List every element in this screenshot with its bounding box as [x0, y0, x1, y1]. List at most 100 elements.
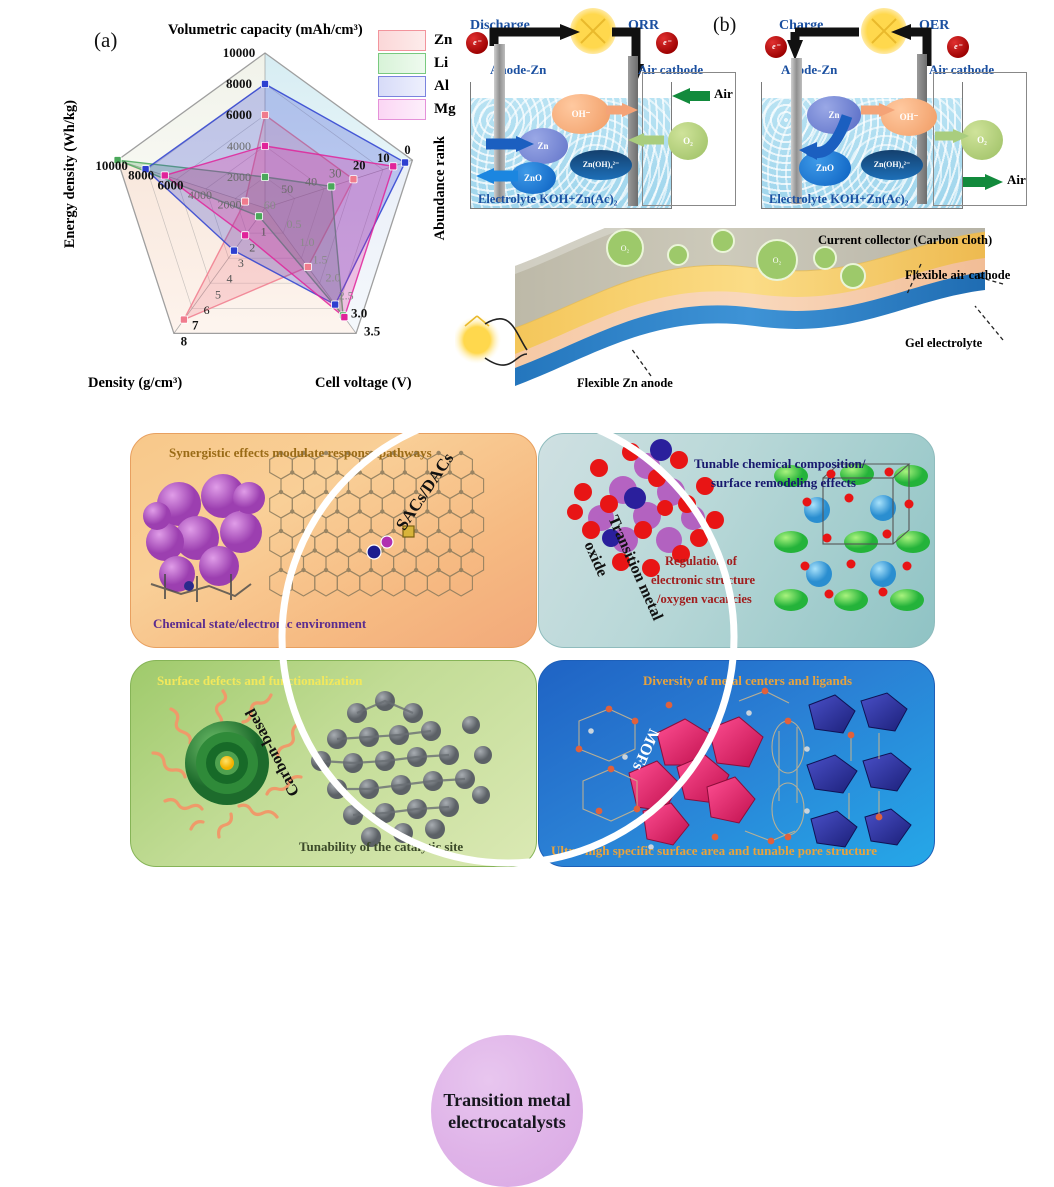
sacs-dacs-top-text: Synergistic effects modulate response pa… [169, 445, 432, 460]
charge-arrows [787, 24, 932, 66]
legend-label-mg: Mg [434, 101, 456, 117]
axis-title-density: Density (g/cm³) [88, 375, 183, 391]
species-zincate-bubble: Zn(OH)₄²⁻ [861, 150, 923, 180]
charge-inner-arrows [799, 103, 1003, 190]
svg-text:0: 0 [404, 143, 410, 157]
svg-text:8000: 8000 [128, 168, 154, 183]
svg-text:30: 30 [329, 167, 342, 181]
center-title: Transition metal electrocatalysts [443, 1089, 570, 1134]
svg-text:1.5: 1.5 [313, 253, 328, 267]
electron-icon-left: e⁻ [466, 32, 488, 54]
legend-item-mg: Mg [378, 99, 470, 120]
svg-text:2.5: 2.5 [339, 289, 354, 303]
svg-text:6000: 6000 [158, 177, 184, 192]
legend-label-zn: Zn [434, 32, 453, 48]
axis-title-cell-voltage: Cell voltage (V) [315, 375, 412, 391]
svg-text:20: 20 [353, 159, 366, 173]
sacs-dacs-bottom-text: Chemical state/electronic environment [153, 616, 367, 631]
quadrant-carbon-based: Surface defects and functionalization Tu… [130, 660, 537, 867]
svg-text:4000: 4000 [227, 139, 251, 153]
label-flexible-air-cathode: Flexible air cathode [905, 268, 1011, 282]
legend-label-li: Li [434, 55, 449, 71]
legend-item-li: Li [378, 53, 470, 74]
panel-a-radar-chart: (a) Volumetric capacity (mAh/cm³) Energy… [60, 8, 480, 408]
legend-item-al: Al [378, 76, 470, 97]
electrolyte-label: Electrolyte KOH+Zn(Ac)₂ [769, 192, 909, 206]
svg-text:5: 5 [215, 287, 221, 301]
species-oh-bubble: OH⁻ [881, 98, 937, 136]
svg-text:1.0: 1.0 [300, 235, 315, 249]
carbon-illustration [151, 689, 492, 847]
panel-a-tag: (a) [94, 28, 118, 52]
svg-text:3: 3 [238, 256, 244, 270]
carbon-top-text: Surface defects and functionalization [157, 673, 363, 688]
tmo-bottom-text-line3: /oxygen vacancies [657, 592, 752, 606]
svg-text:7: 7 [192, 318, 199, 333]
svg-text:0.5: 0.5 [287, 217, 302, 231]
svg-text:40: 40 [305, 174, 317, 188]
label-gel-electrolyte: Gel electrolyte [905, 336, 983, 350]
svg-text:4: 4 [226, 272, 232, 286]
legend-swatch-zn [378, 30, 426, 51]
tmo-bottom-text-line2: electronic structure [651, 573, 756, 587]
discharge-inner-arrows [476, 88, 710, 184]
svg-text:10000: 10000 [95, 158, 128, 173]
tmo-bottom-text-line1: Regulation of [665, 554, 737, 568]
cathode-rod [628, 56, 638, 206]
quadrant-transition-metal-oxide: Tunable chemical composition/ surface re… [538, 433, 935, 648]
legend-item-zn: Zn [378, 30, 470, 51]
cathode-label: Air cathode [929, 62, 995, 77]
svg-text:6000: 6000 [226, 107, 252, 122]
sun-icon-charge [861, 8, 907, 54]
electron-icon-right: e⁻ [656, 32, 678, 54]
svg-text:2: 2 [249, 240, 255, 254]
svg-text:8: 8 [181, 333, 188, 348]
svg-text:60: 60 [264, 198, 276, 212]
tmo-top-text-line2: surface remodeling effects [711, 475, 856, 490]
label-flexible-zn-anode: Flexible Zn anode [577, 376, 673, 390]
o2-text: O₂ [621, 244, 630, 253]
charge-cell-diagram: Charge OER e⁻ e⁻ Anode-Zn Air cathode [751, 8, 1031, 220]
svg-text:10: 10 [377, 151, 390, 165]
mofs-top-text: Diversity of metal centers and ligands [643, 673, 853, 688]
flexible-layers: O₂ O₂ [453, 170, 1004, 386]
discharge-cell-diagram: Discharge ORR e⁻ e⁻ Anode-Zn Air cathode… [460, 8, 740, 220]
radar-plot: 20004000600080001000050403020100600.51.0… [95, 45, 414, 348]
radar-legend: Zn Li Al Mg [378, 30, 470, 122]
legend-swatch-al [378, 76, 426, 97]
species-oh-bubble: OH⁻ [552, 94, 610, 134]
anode-rod [791, 58, 802, 204]
anode-rod [494, 44, 505, 202]
svg-text:3.5: 3.5 [364, 323, 381, 338]
electrolyte-label: Electrolyte KOH+Zn(Ac)₂ [478, 192, 618, 206]
sun-icon-discharge [570, 8, 616, 54]
axis-title-volumetric-capacity: Volumetric capacity (mAh/cm³) [168, 22, 363, 38]
o2-bubble: O₂ [961, 120, 1003, 160]
svg-text:8000: 8000 [226, 76, 252, 91]
svg-text:6: 6 [204, 303, 210, 317]
legend-label-al: Al [434, 78, 449, 94]
svg-text:1: 1 [261, 225, 267, 239]
cathode-label: Air cathode [638, 62, 704, 77]
quadrant-mofs: Diversity of metal centers and ligands U… [538, 660, 935, 867]
svg-text:50: 50 [281, 182, 293, 196]
svg-text:4000: 4000 [188, 188, 212, 202]
mofs-bottom-text: Ultra-high specific surface area and tun… [551, 843, 878, 858]
species-zn-bubble: Zn [807, 96, 861, 134]
label-current-collector: Current collector (Carbon cloth) [818, 233, 993, 247]
svg-text:2.0: 2.0 [326, 271, 341, 285]
center-title-line1: Transition metal [443, 1089, 571, 1110]
o2-bubble: O₂ [668, 122, 708, 160]
quadrant-sacs-dacs: Synergistic effects modulate response pa… [130, 433, 537, 648]
species-zincate-bubble: Zn(OH)₄²⁻ [570, 150, 632, 180]
legend-swatch-mg [378, 99, 426, 120]
svg-text:10000: 10000 [223, 45, 256, 60]
air-chamber [933, 72, 1027, 206]
legend-swatch-li [378, 53, 426, 74]
figure-root: (a) Volumetric capacity (mAh/cm³) Energy… [60, 8, 1031, 1187]
svg-text:2000: 2000 [218, 197, 242, 211]
center-title-line2: electrocatalysts [448, 1112, 566, 1132]
svg-text:2000: 2000 [227, 170, 251, 184]
carbon-bottom-text: Tunability of the catalytic site [299, 839, 464, 854]
svg-text:3.0: 3.0 [351, 305, 367, 320]
